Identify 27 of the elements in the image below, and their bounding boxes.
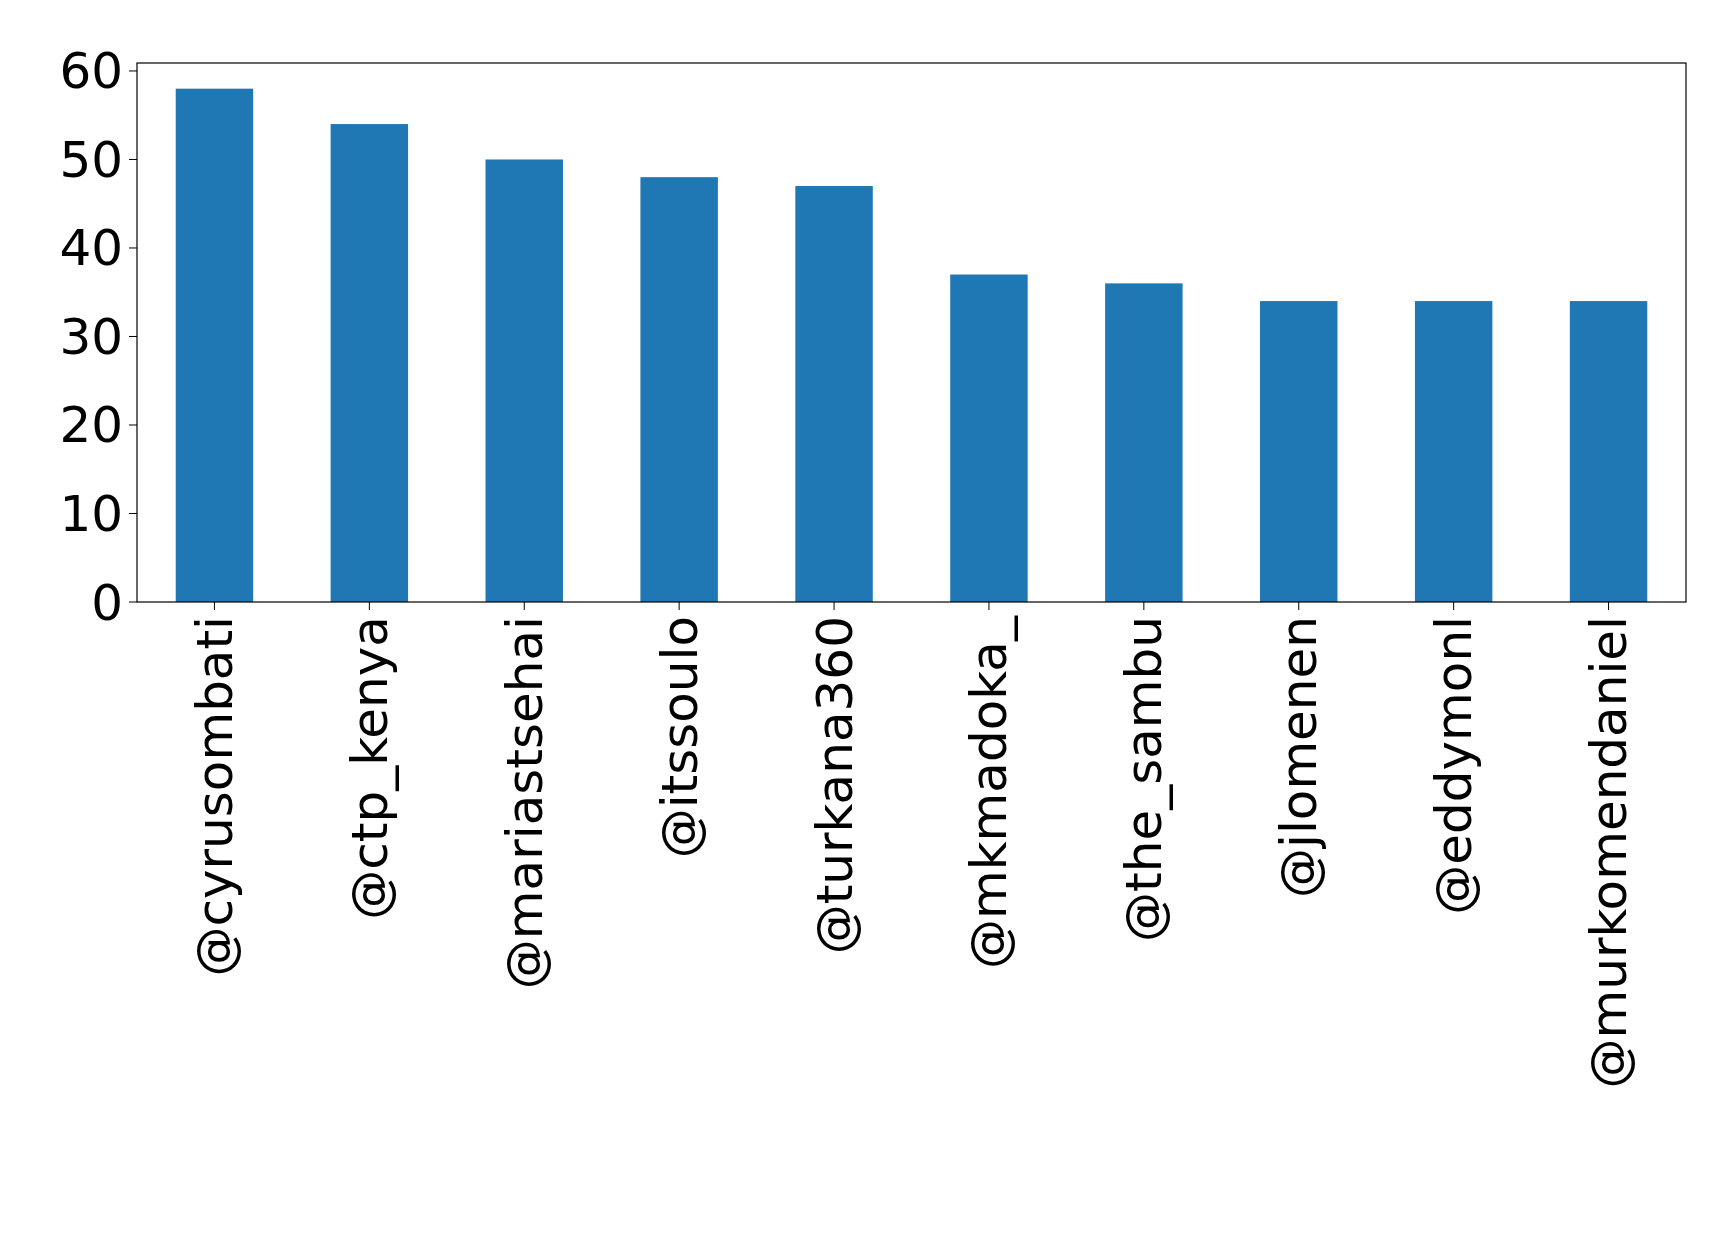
bar bbox=[1260, 301, 1338, 602]
y-tick-label: 20 bbox=[59, 396, 123, 455]
bar bbox=[330, 124, 409, 602]
x-tick-label: @turkana360 bbox=[805, 616, 864, 955]
bar bbox=[485, 159, 563, 602]
bar bbox=[1569, 301, 1648, 602]
y-tick-label: 0 bbox=[91, 573, 123, 632]
y-tick-label: 10 bbox=[59, 484, 123, 543]
y-tick-label: 40 bbox=[59, 219, 123, 278]
x-tick-label: @ctp_kenya bbox=[340, 616, 399, 920]
bar bbox=[640, 177, 718, 602]
x-tick-label: @itssoulo bbox=[650, 616, 709, 859]
x-tick-label: @eddymonl bbox=[1425, 616, 1484, 915]
bar bbox=[175, 88, 254, 602]
bar bbox=[950, 274, 1028, 602]
bar bbox=[795, 186, 873, 602]
bar bbox=[1105, 283, 1183, 602]
x-tick-label: @the_sambu bbox=[1115, 616, 1174, 942]
x-tick-label: @cyrusombati bbox=[185, 616, 244, 977]
x-tick-label: @mkmadoka_ bbox=[960, 615, 1019, 970]
x-tick-label: @mariastsehai bbox=[495, 616, 554, 990]
x-tick-label: @murkomendaniel bbox=[1580, 616, 1639, 1089]
x-tick-label: @jlomenen bbox=[1270, 616, 1329, 898]
bar bbox=[1414, 301, 1493, 602]
y-tick-label: 60 bbox=[59, 42, 123, 101]
y-tick-label: 50 bbox=[59, 130, 123, 189]
y-tick-label: 30 bbox=[59, 307, 123, 366]
